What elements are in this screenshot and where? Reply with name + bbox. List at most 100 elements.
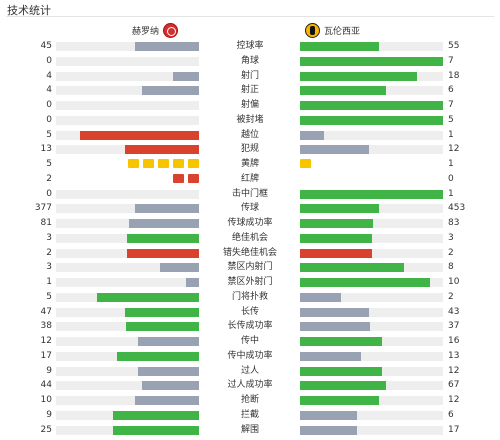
home-team-name: 赫罗纳	[132, 26, 160, 37]
away-stat-bar	[300, 366, 443, 376]
away-stat-bar-fill	[300, 292, 341, 302]
away-stat-bar	[300, 322, 443, 332]
away-stat-bar	[300, 292, 443, 302]
home-stat-bar	[56, 248, 199, 258]
stat-label: 错失绝佳机会	[222, 247, 277, 258]
away-stat-bar	[300, 219, 443, 228]
stat-label: 传中成功率	[227, 350, 273, 361]
stat-label: 越位	[240, 129, 259, 140]
away-stat-bar	[300, 115, 443, 125]
home-stat-value: 2	[46, 247, 52, 258]
stat-row: 1 禁区外射门 10	[0, 275, 500, 290]
away-stat-bar	[300, 351, 443, 361]
away-stat-bar-fill	[300, 145, 369, 155]
home-stat-bar-fill	[97, 292, 199, 302]
away-stat-value: 67	[448, 380, 460, 391]
stat-label: 过人	[240, 365, 259, 376]
away-stat-value: 6	[448, 85, 454, 96]
away-stat-bar	[300, 248, 443, 258]
stat-row: 44 过人成功率 67	[0, 378, 500, 393]
away-stat-bar-fill	[300, 322, 370, 332]
home-stat-bar-fill	[126, 322, 199, 332]
away-stat-bar	[300, 189, 443, 199]
stat-row: 0 击中门框 1	[0, 187, 500, 202]
home-stat-value: 9	[46, 365, 52, 376]
away-stat-value: 13	[448, 350, 460, 361]
stat-row: 25 解围 17	[0, 423, 500, 438]
home-stat-bar-fill	[142, 86, 199, 96]
stat-label: 拦截	[240, 409, 259, 420]
away-stat-bar-fill	[300, 278, 430, 287]
home-stat-value: 9	[46, 409, 52, 420]
away-team-name: 瓦伦西亚	[324, 26, 361, 37]
home-stat-bar-fill	[186, 278, 199, 287]
away-stat-value: 16	[448, 336, 460, 346]
stat-row: 13 犯规 12	[0, 142, 500, 157]
stat-label: 犯规	[240, 144, 259, 155]
away-stat-bar	[300, 263, 443, 273]
away-stat-bar-fill	[300, 56, 443, 66]
away-stat-value: 6	[448, 409, 454, 420]
stat-label: 抢断	[240, 395, 259, 405]
home-stat-value: 0	[46, 114, 52, 125]
home-stat-bar	[56, 130, 199, 140]
away-stat-bar-fill	[300, 263, 404, 273]
title-divider	[6, 16, 494, 17]
away-stat-value: 18	[448, 70, 460, 81]
yellow-card-icon	[128, 159, 139, 168]
home-stat-bar-fill	[129, 219, 199, 228]
home-stat-bar-fill	[113, 410, 199, 420]
home-stat-value: 10	[40, 395, 52, 405]
away-stat-bar	[300, 145, 443, 155]
away-stat-bar-fill	[300, 337, 382, 346]
home-team-logo-icon	[163, 22, 179, 38]
away-stat-value: 12	[448, 395, 460, 405]
stat-label: 被封堵	[236, 114, 264, 125]
away-stat-value: 10	[448, 277, 460, 287]
home-stat-bar-fill	[80, 130, 199, 140]
away-stat-bar	[300, 204, 443, 214]
away-stat-bar-fill	[300, 71, 417, 81]
home-stat-bar	[56, 278, 199, 287]
home-stat-value: 0	[46, 55, 52, 66]
home-stat-bar	[56, 396, 199, 405]
stat-label: 射偏	[240, 100, 259, 110]
stat-label: 传中	[240, 336, 259, 346]
home-stat-value: 0	[46, 188, 52, 199]
away-team-logo-icon	[305, 22, 320, 38]
home-stat-bar-fill	[125, 145, 199, 155]
away-stat-bar-fill	[300, 233, 372, 243]
stat-row: 2 错失绝佳机会 2	[0, 246, 500, 261]
away-stat-value: 43	[448, 306, 460, 317]
away-stat-bar-fill	[300, 248, 372, 258]
home-stat-bar-fill	[135, 42, 199, 51]
stat-label: 角球	[240, 55, 259, 66]
yellow-card-icon	[143, 159, 154, 168]
stat-label: 过人成功率	[227, 380, 273, 391]
stat-label: 长传	[240, 306, 259, 317]
home-yellow-cards	[128, 159, 199, 168]
home-stat-value: 13	[40, 144, 52, 155]
away-stat-bar	[300, 425, 443, 435]
away-stat-value: 7	[448, 55, 454, 66]
away-stat-bar	[300, 71, 443, 81]
away-stat-value: 2	[448, 247, 454, 258]
away-team-header[interactable]: 瓦伦西亚	[305, 22, 360, 38]
home-team-header[interactable]: 赫罗纳	[132, 22, 179, 38]
stat-label: 门将扑救	[231, 291, 268, 302]
home-stat-value: 47	[40, 306, 52, 317]
home-stat-value: 17	[40, 350, 52, 361]
home-stat-bar	[56, 219, 199, 228]
stat-row: 0 被封堵 5	[0, 113, 500, 128]
stat-row: 45 控球率 55	[0, 39, 500, 54]
home-stat-bar	[56, 307, 199, 317]
stat-row: 10 抢断 12	[0, 393, 500, 408]
home-stat-value: 25	[40, 424, 52, 435]
stat-label: 红牌	[240, 173, 259, 184]
away-stat-bar	[300, 396, 443, 405]
away-stat-value: 37	[448, 321, 460, 332]
home-stat-bar	[56, 381, 199, 391]
home-stat-value: 38	[40, 321, 52, 332]
away-stat-bar-fill	[300, 410, 357, 420]
home-stat-bar-fill	[125, 307, 199, 317]
